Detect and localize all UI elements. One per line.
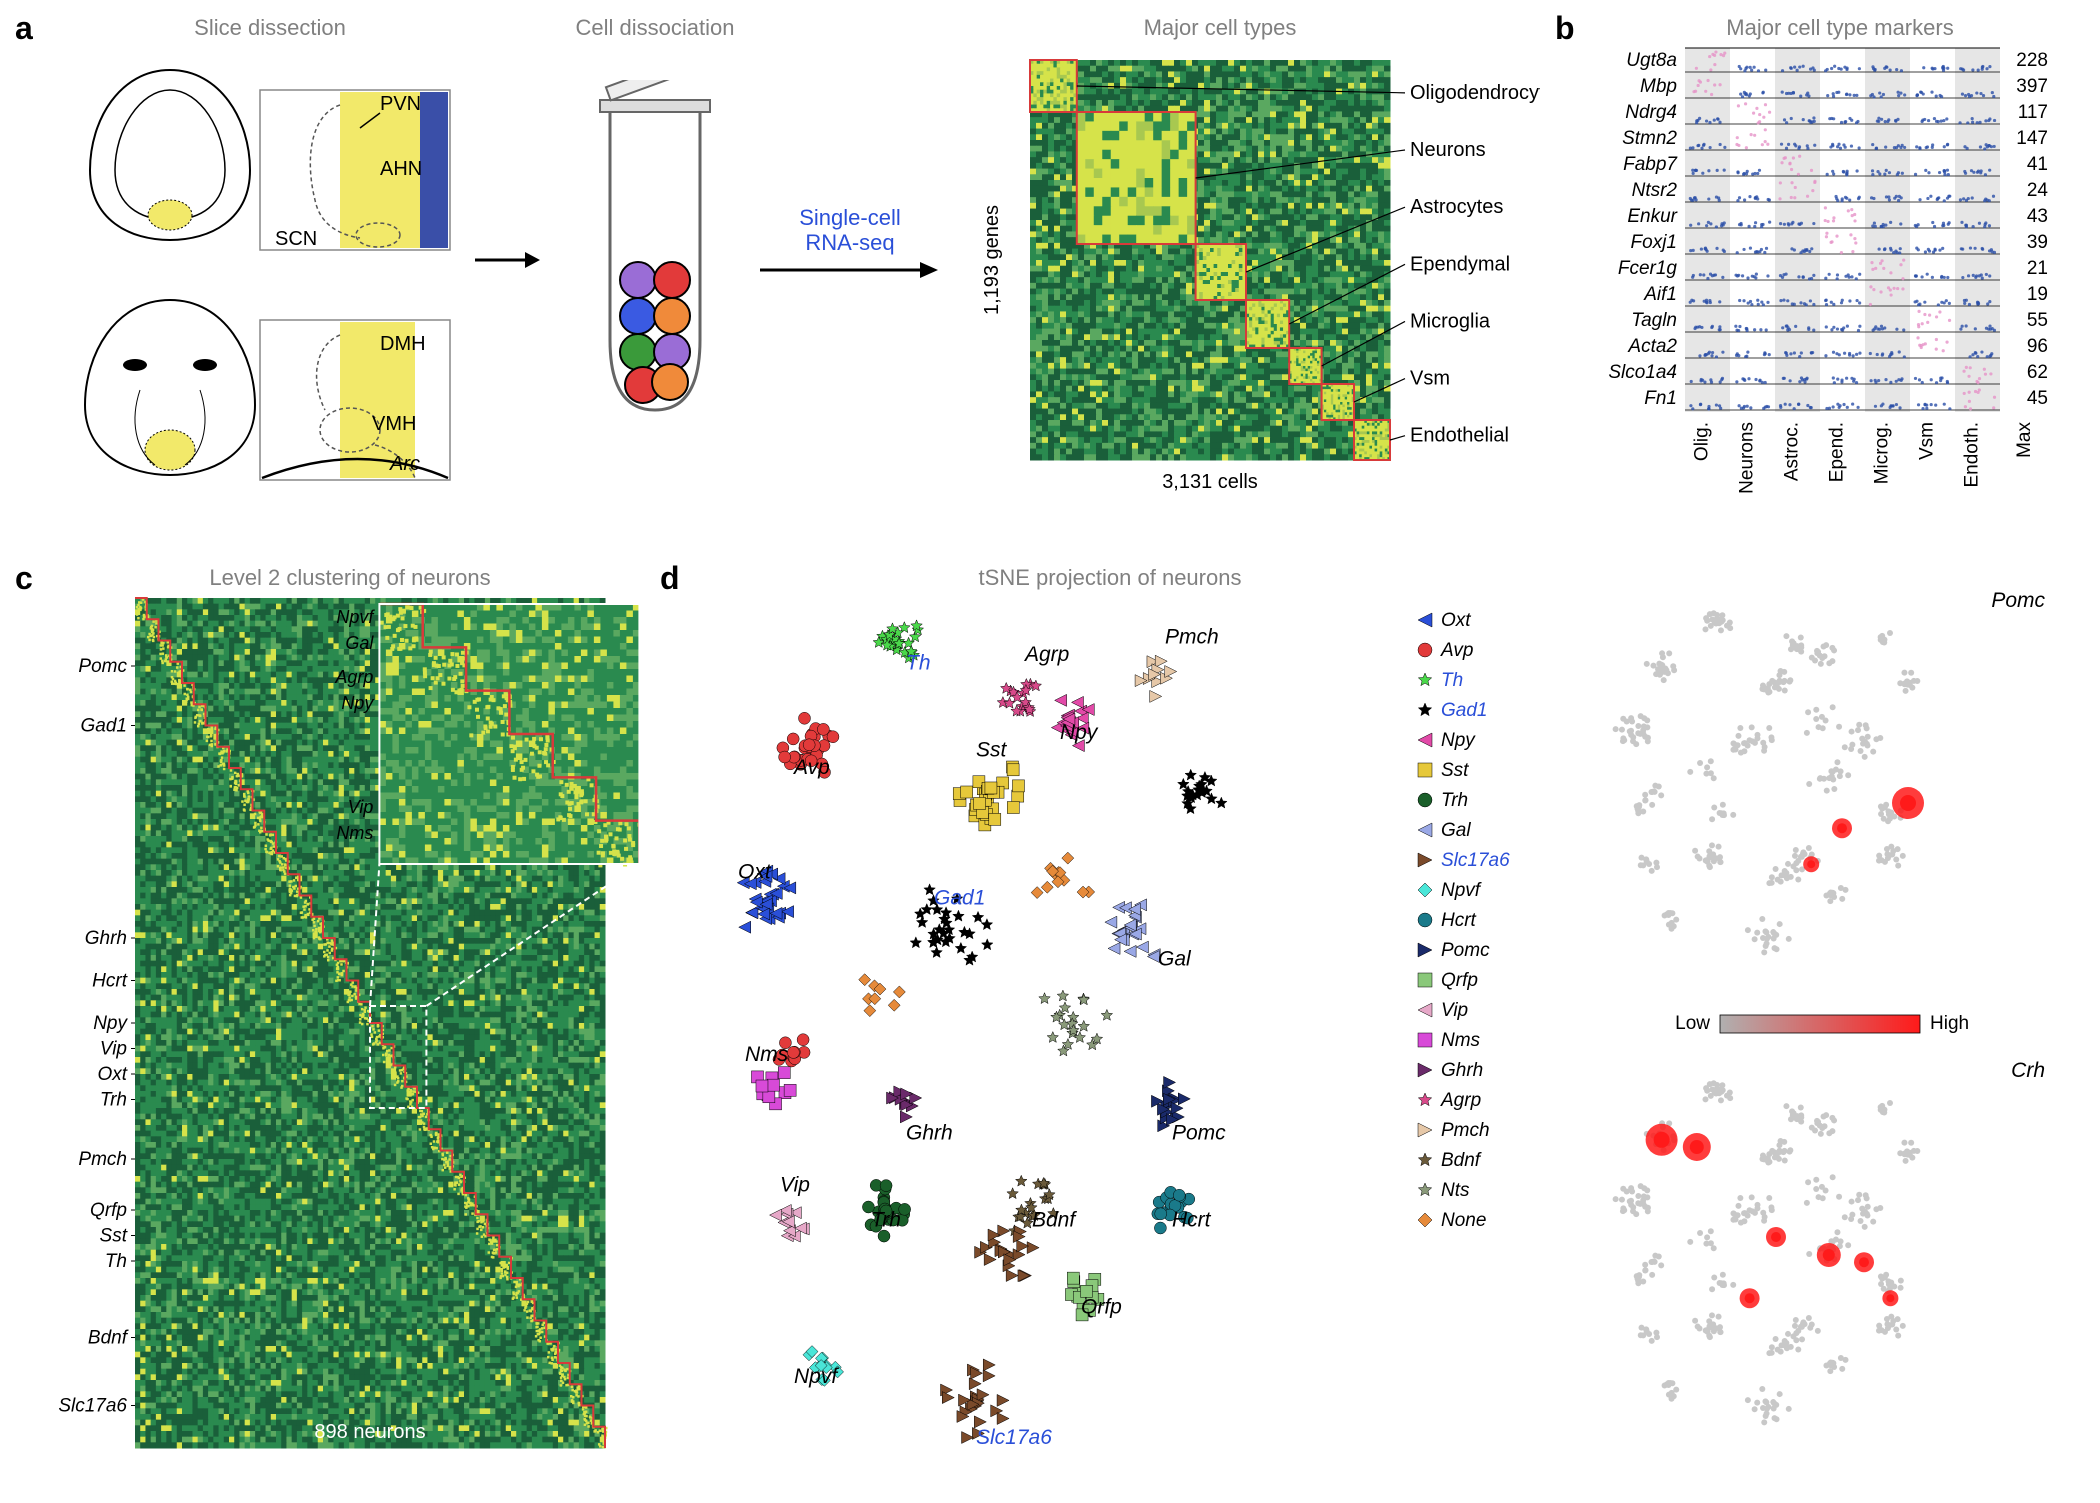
region-ahn: AHN xyxy=(380,158,422,180)
panel-b-label: b xyxy=(1555,10,1575,47)
title-level2: Level 2 clustering of neurons xyxy=(160,565,540,591)
region-pvn: PVN xyxy=(380,93,421,115)
panel-d: tSNE projection of neurons ThAgrpPmchAvp… xyxy=(700,565,2090,1485)
tsne-main: ThAgrpPmchAvpSstNpyOxtGad1GalNmsGhrhPomc… xyxy=(700,585,1570,1485)
title-major: Major cell types xyxy=(1070,15,1370,41)
arrow-rnaseq: Single-cell RNA-seq xyxy=(750,205,950,305)
panel-c-label: c xyxy=(15,560,33,597)
svg-text:RNA-seq: RNA-seq xyxy=(805,230,894,255)
panel-b: Major cell type markers Ugt8a228Mbp397Nd… xyxy=(1590,10,2090,530)
tube xyxy=(580,80,730,440)
title-markers: Major cell type markers xyxy=(1650,15,2030,41)
marker-dotplot: Ugt8a228Mbp397Ndrg4117Stmn2147Fabp741Nts… xyxy=(1590,40,2090,550)
title-slice: Slice dissection xyxy=(120,15,420,41)
panel-a: Slice dissection Cell dissociation Major… xyxy=(40,10,1540,530)
svg-text:Single-cell: Single-cell xyxy=(799,205,901,230)
region-arc: Arc xyxy=(389,453,420,475)
panel-c: Level 2 clustering of neurons PomcGad1Gh… xyxy=(40,565,640,1485)
level2-heatmap: PomcGad1GhrhHcrtNpyVipOxtTrhPmchQrfpSstT… xyxy=(40,593,640,1503)
heatmap-major: 1,193 genes3,131 cellsOligodendrocytesNe… xyxy=(980,55,1540,515)
region-vmh: VMH xyxy=(372,413,416,435)
tsne-expression: PomcLowHighCrh xyxy=(1580,585,2090,1485)
brain-slices: PVN AHN SCN DMH VMH Arc xyxy=(70,50,470,510)
panel-d-label: d xyxy=(660,560,680,597)
title-dissoc: Cell dissociation xyxy=(530,15,780,41)
region-scn: SCN xyxy=(275,228,317,250)
panel-a-label: a xyxy=(15,10,33,47)
region-dmh: DMH xyxy=(380,333,426,355)
arrow-1 xyxy=(470,240,540,280)
